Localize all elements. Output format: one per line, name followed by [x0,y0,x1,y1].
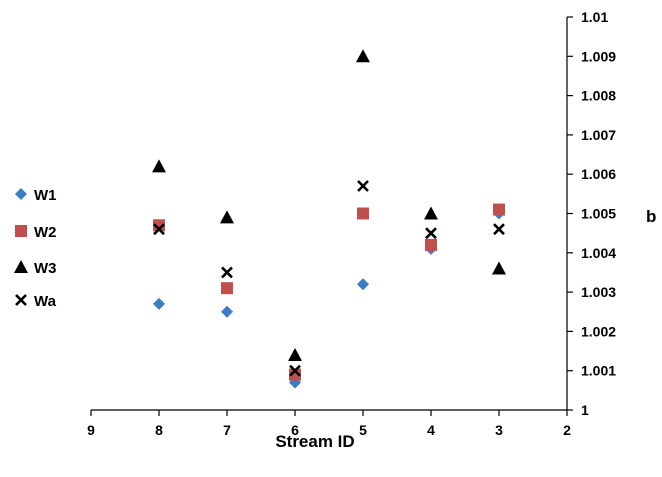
y-tick-label: 1.009 [581,48,616,64]
point-w1 [221,305,233,318]
y-tick-label: 1.003 [581,284,616,300]
point-wa [221,266,233,279]
legend-marker-w3 [14,260,28,273]
legend-label: Wa [34,293,57,310]
x-tick-label: 4 [427,422,435,438]
legend-label: W1 [34,187,57,204]
y-tick-label: 1 [581,402,589,418]
x-tick-label: 7 [223,422,231,438]
legend-label: W2 [34,224,57,241]
point-w3 [152,159,166,173]
x-tick-label: 9 [87,422,95,438]
legend-marker-w1 [15,188,27,200]
y-tick-label: 1.004 [581,245,616,261]
point-w2 [153,219,165,232]
point-w2 [425,238,437,251]
point-wa [425,227,437,240]
legend-label: W3 [34,260,57,277]
legend-item-w1: W1 [15,187,57,204]
legend-item-wa: Wa [15,293,57,310]
x-tick-label: 3 [495,422,503,438]
y-tick-label: 1.005 [581,206,616,222]
point-wa [289,364,301,377]
data-points [152,49,506,389]
y-tick-label: 1.008 [581,88,616,104]
x-axis-title: Stream ID [275,432,354,451]
series-w3 [152,49,506,361]
y-tick-label: 1.007 [581,127,616,143]
x-tick-label: 6 [291,422,299,438]
series-w1 [153,207,505,389]
y-tick-label: 1.002 [581,323,616,339]
x-tick-label: 8 [155,422,163,438]
series-w2 [153,203,505,381]
point-w3 [492,261,506,275]
point-w1 [357,278,369,291]
y-tick-label: 1.01 [581,9,608,25]
point-w2 [357,207,369,220]
point-w3 [220,210,234,224]
point-w2 [493,203,505,216]
point-w3 [288,347,302,361]
y-ticks: 1 1.001 1.002 1.003 1.004 1.005 1.006 1.007 1.00… [567,9,616,418]
point-w2 [221,282,233,295]
point-w1 [153,297,165,310]
point-w3 [424,206,438,220]
y-tick-label: 1.006 [581,166,616,182]
legend-item-w3: W3 [14,260,57,277]
legend-marker-w2 [15,225,27,237]
point-wa [357,180,369,192]
legend-marker-wa [15,294,27,306]
legend-item-w2: W2 [15,224,57,241]
x-tick-label: 5 [359,422,367,438]
legend: W1 W2 W3 Wa [14,187,57,310]
point-w2 [289,368,301,381]
x-tick-label: 2 [563,422,571,438]
y-tick-label: 1.001 [581,363,616,379]
point-w3 [356,49,370,63]
series-wa [153,180,505,377]
x-ticks: 9 8 7 6 5 4 3 2 [87,410,571,438]
point-wa [493,223,505,236]
point-wa [153,223,165,236]
y-axis-title: b [646,207,656,226]
